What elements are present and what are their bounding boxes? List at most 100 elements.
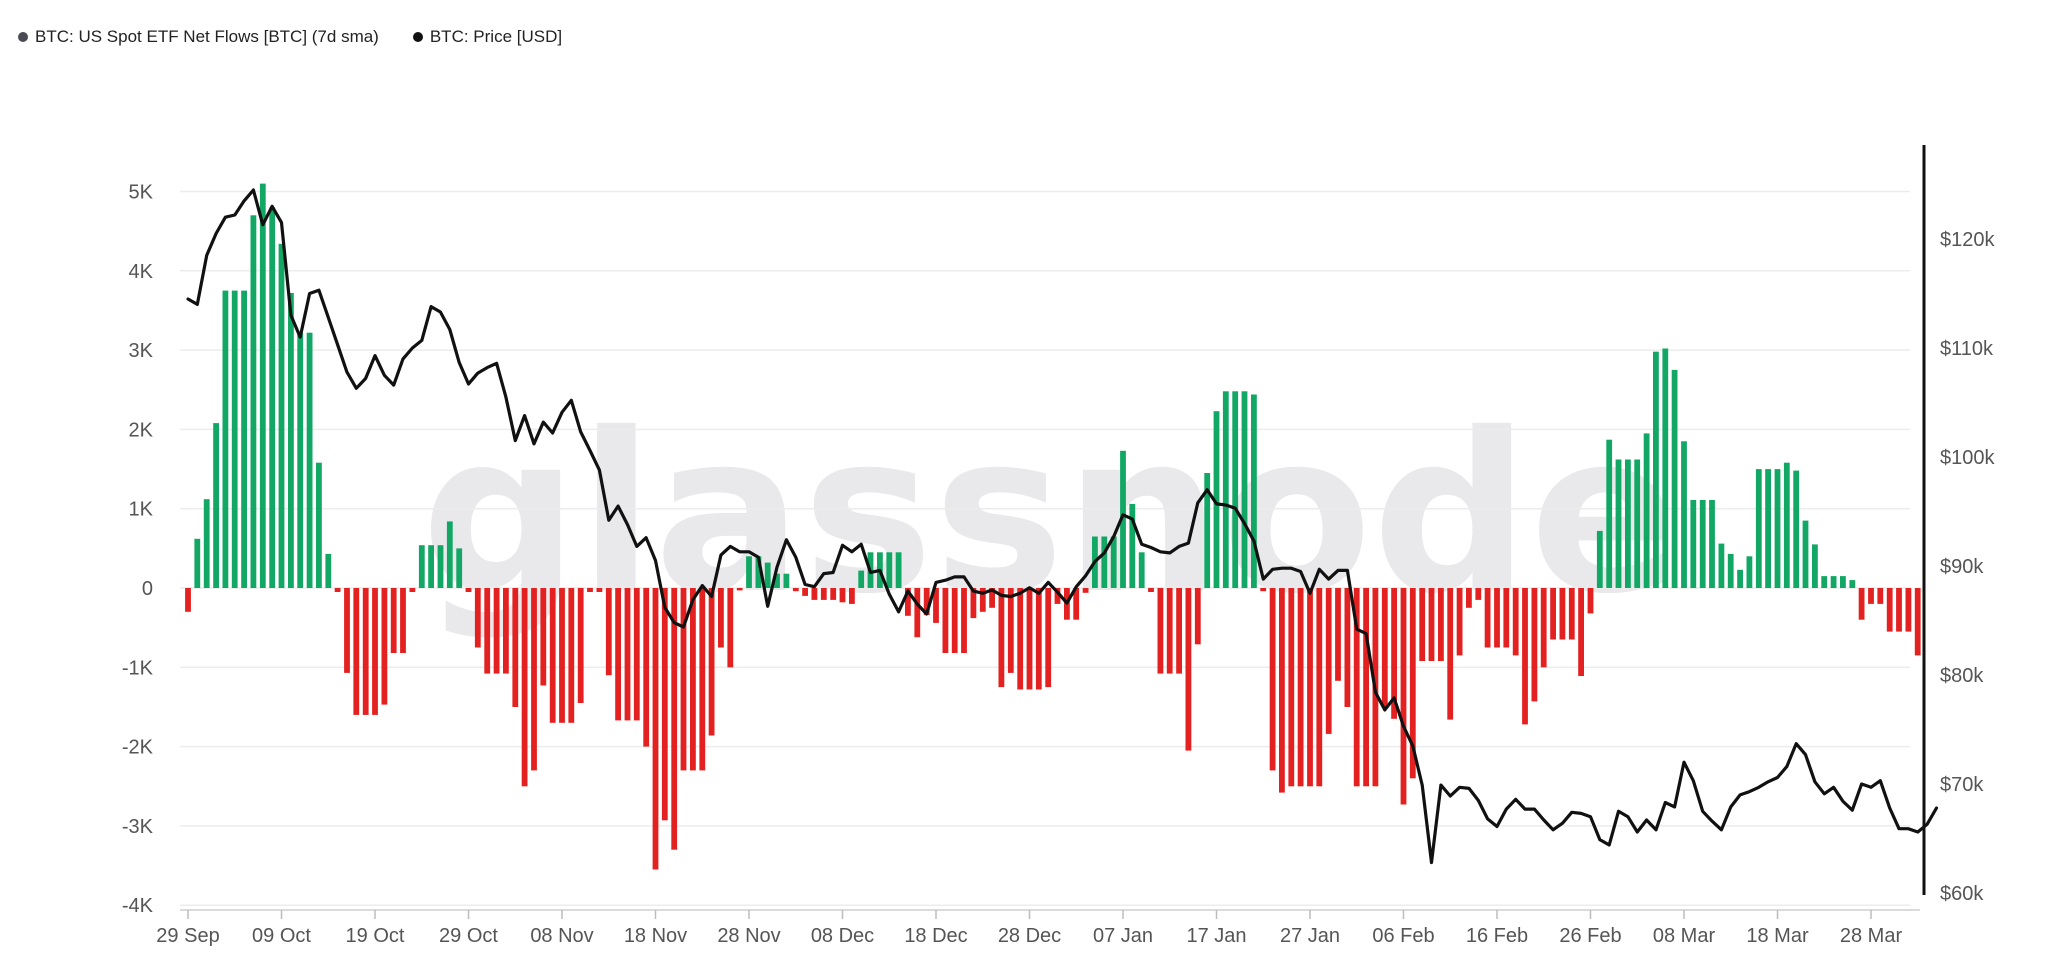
flow-bar xyxy=(746,556,752,588)
flow-bar xyxy=(1035,588,1042,690)
flow-bar xyxy=(1896,588,1902,632)
flow-bar xyxy=(1559,588,1566,640)
flow-bar xyxy=(961,588,967,653)
flow-bar xyxy=(1643,433,1650,588)
flow-bar xyxy=(306,332,313,588)
x-tick-label: 29 Oct xyxy=(439,925,498,947)
x-tick-label: 17 Jan xyxy=(1186,925,1246,947)
flow-bar xyxy=(1653,351,1659,588)
flow-bar xyxy=(596,588,603,592)
flow-bar xyxy=(334,588,341,592)
flow-bar xyxy=(456,548,463,588)
x-tick-label: 18 Nov xyxy=(624,925,687,947)
left-tick-label: 5K xyxy=(129,182,154,204)
flow-bar xyxy=(849,588,855,604)
flow-bar xyxy=(390,588,397,653)
flow-bar xyxy=(1185,588,1192,751)
flow-bar xyxy=(297,332,304,588)
flow-bar xyxy=(1363,588,1369,787)
legend-item-etf-flows[interactable]: BTC: US Spot ETF Net Flows [BTC] (7d sma… xyxy=(18,27,379,47)
flow-bar xyxy=(690,588,696,771)
flow-bar xyxy=(1148,588,1154,592)
flow-bar xyxy=(1456,588,1463,656)
flow-bar xyxy=(1082,588,1089,593)
legend-label-price: BTC: Price [USD] xyxy=(429,27,563,46)
flow-bar xyxy=(1718,543,1725,588)
x-tick-label: 27 Jan xyxy=(1280,925,1340,947)
flow-bar xyxy=(970,588,977,619)
flow-bar xyxy=(624,588,631,721)
right-tick-label: $80k xyxy=(1940,665,1984,687)
flow-bar xyxy=(531,588,537,771)
x-tick-label: 28 Mar xyxy=(1840,925,1903,947)
flow-bar xyxy=(1391,588,1397,719)
flow-bar xyxy=(820,588,827,600)
flow-bar xyxy=(615,588,621,721)
flow-bar xyxy=(1905,588,1912,632)
flow-bar xyxy=(540,588,547,686)
left-tick-label: -4K xyxy=(122,895,154,917)
x-tick-label: 18 Mar xyxy=(1746,925,1809,947)
flow-bar xyxy=(1017,588,1024,690)
etf-flow-bars xyxy=(185,183,1921,870)
left-tick-label: -3K xyxy=(122,816,154,838)
x-tick-label: 28 Nov xyxy=(717,925,780,947)
flow-bar xyxy=(1625,459,1631,588)
legend-item-price[interactable]: BTC: Price [USD] xyxy=(412,27,563,47)
legend-dot-price xyxy=(412,32,423,42)
flow-bar xyxy=(727,588,734,668)
x-tick-label: 08 Nov xyxy=(530,925,593,947)
flow-bar xyxy=(1681,441,1687,588)
flow-bar xyxy=(736,588,743,591)
flow-bar xyxy=(1671,369,1678,588)
legend-label-etf-flows: BTC: US Spot ETF Net Flows [BTC] (7d sma… xyxy=(35,27,379,46)
right-tick-label: $70k xyxy=(1940,774,1984,796)
flow-bar xyxy=(914,588,921,638)
flow-bar xyxy=(269,207,276,588)
flow-bar xyxy=(661,588,668,821)
flow-bar xyxy=(1634,459,1641,588)
flow-bar xyxy=(708,588,715,736)
flow-bar xyxy=(1475,588,1482,600)
flow-bar xyxy=(1054,588,1061,604)
flow-bar xyxy=(1596,530,1603,588)
flow-bar xyxy=(437,545,444,588)
flow-bar xyxy=(1194,588,1201,645)
x-axis-ticks: 29 Sep 09 Oct 19 Oct 29 Oct 08 Nov 18 Nov 28 N… xyxy=(156,910,1902,947)
flow-bar xyxy=(979,588,986,612)
flow-bar xyxy=(1802,520,1809,588)
price-line xyxy=(186,188,1939,865)
left-axis-ticks: -4K -3K -2K -1K 0 1K 2K 3K 4K 5K xyxy=(122,182,154,918)
flow-bar xyxy=(1241,391,1248,588)
flow-bar xyxy=(1774,469,1781,588)
x-tick-label: 28 Dec xyxy=(998,925,1061,947)
flow-bar xyxy=(680,588,687,771)
flow-bar xyxy=(605,588,612,676)
left-tick-label: -1K xyxy=(122,657,154,679)
flow-bar xyxy=(886,552,893,588)
flow-bar xyxy=(1045,588,1052,688)
flow-bar xyxy=(316,462,322,588)
flow-bar xyxy=(1007,588,1014,673)
flow-bar xyxy=(830,588,837,600)
legend-dot-etf-flows xyxy=(18,32,28,42)
flow-bar xyxy=(792,588,799,592)
left-tick-label: 0 xyxy=(142,578,153,600)
flow-bar xyxy=(1288,588,1295,787)
flow-bar xyxy=(1213,411,1220,588)
flow-bar xyxy=(222,290,229,588)
flow-bar xyxy=(1755,469,1762,588)
flow-bar xyxy=(1222,391,1229,588)
flow-bar xyxy=(1662,348,1669,588)
flow-bar xyxy=(1540,588,1547,668)
flow-bar xyxy=(1690,500,1697,588)
right-tick-label: $60k xyxy=(1940,883,1984,905)
left-tick-label: -2K xyxy=(122,737,154,759)
flow-bar xyxy=(1419,588,1426,661)
x-tick-label: 16 Feb xyxy=(1466,925,1528,947)
flow-bar xyxy=(1307,588,1313,787)
flow-bar xyxy=(1026,588,1033,690)
flow-bar xyxy=(633,588,640,721)
flow-bar xyxy=(474,588,481,648)
